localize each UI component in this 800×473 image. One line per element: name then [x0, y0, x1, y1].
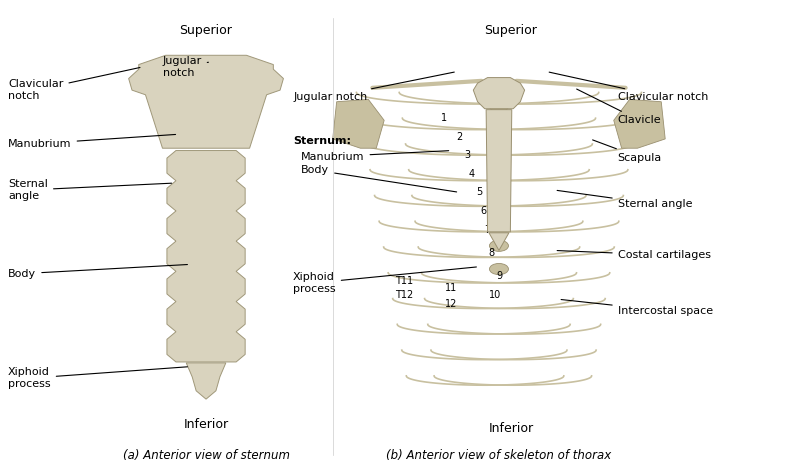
- Polygon shape: [129, 55, 283, 148]
- Text: 6: 6: [480, 206, 486, 216]
- Text: 10: 10: [489, 289, 501, 299]
- Text: Intercostal space: Intercostal space: [561, 299, 713, 316]
- Text: Inferior: Inferior: [183, 418, 229, 431]
- Text: (b) Anterior view of skeleton of thorax: (b) Anterior view of skeleton of thorax: [386, 449, 611, 462]
- Text: 9: 9: [496, 271, 502, 281]
- Text: 2: 2: [456, 131, 462, 141]
- Text: Xiphoid
process: Xiphoid process: [8, 367, 187, 389]
- Text: T12: T12: [395, 289, 413, 299]
- Text: Manubrium: Manubrium: [8, 134, 175, 149]
- Text: Jugular notch: Jugular notch: [293, 72, 454, 102]
- Text: 1: 1: [441, 113, 446, 123]
- Text: Sternal
angle: Sternal angle: [8, 179, 171, 201]
- Text: Clavicular notch: Clavicular notch: [549, 72, 708, 102]
- Text: (a) Anterior view of sternum: (a) Anterior view of sternum: [122, 449, 290, 462]
- Text: Superior: Superior: [484, 24, 538, 37]
- Circle shape: [490, 240, 509, 251]
- Text: Scapula: Scapula: [593, 140, 662, 163]
- Text: Sternal angle: Sternal angle: [557, 191, 692, 209]
- Circle shape: [490, 194, 509, 205]
- Text: 7: 7: [484, 225, 490, 235]
- Polygon shape: [333, 99, 384, 148]
- Polygon shape: [614, 99, 666, 148]
- Polygon shape: [486, 110, 512, 232]
- Circle shape: [490, 217, 509, 228]
- Polygon shape: [186, 363, 226, 399]
- Circle shape: [490, 101, 509, 112]
- Text: Manubrium: Manubrium: [301, 151, 449, 162]
- Circle shape: [490, 171, 509, 182]
- Circle shape: [490, 147, 509, 158]
- Text: 3: 3: [464, 150, 470, 160]
- Text: 4: 4: [468, 169, 474, 179]
- Text: Clavicular
notch: Clavicular notch: [8, 68, 140, 101]
- Text: 5: 5: [476, 187, 482, 197]
- Text: Costal cartilages: Costal cartilages: [557, 250, 710, 260]
- Text: Body: Body: [301, 165, 457, 192]
- Text: Xiphoid
process: Xiphoid process: [293, 267, 477, 294]
- Text: Sternum:: Sternum:: [293, 136, 351, 146]
- Text: Clavicle: Clavicle: [577, 89, 662, 125]
- Text: 8: 8: [488, 248, 494, 258]
- Text: Superior: Superior: [180, 24, 233, 37]
- Polygon shape: [474, 78, 525, 109]
- Polygon shape: [489, 233, 509, 250]
- Text: Jugular
notch: Jugular notch: [162, 56, 209, 78]
- Text: 11: 11: [446, 282, 458, 293]
- Text: 12: 12: [446, 299, 458, 309]
- Text: T11: T11: [395, 276, 413, 286]
- Circle shape: [490, 124, 509, 135]
- Text: Body: Body: [8, 264, 187, 279]
- Circle shape: [490, 263, 509, 275]
- Polygon shape: [167, 150, 245, 362]
- Text: Inferior: Inferior: [488, 422, 534, 435]
